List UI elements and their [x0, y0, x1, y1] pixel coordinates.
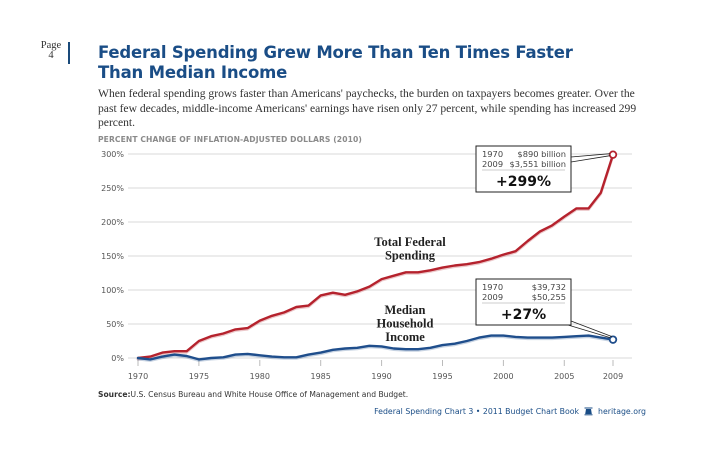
- source-text: U.S. Census Bureau and White House Offic…: [130, 390, 409, 399]
- spending-label: Spending: [385, 249, 436, 263]
- annotations: 1970 $890 billion 2009 $3,551 billion +299% 1…: [475, 145, 613, 339]
- page-label-text: Page: [40, 40, 62, 51]
- income-endpoint: [608, 335, 618, 344]
- annotation-value: $50,255: [532, 292, 566, 302]
- y-tick-label: 150%: [101, 252, 124, 261]
- spending-endpoint: [608, 150, 618, 159]
- footer: Federal Spending Chart 3 • 2011 Budget C…: [374, 407, 646, 416]
- leader-line: [570, 153, 611, 158]
- x-tick-label: 1975: [189, 372, 209, 381]
- income-label: Household: [377, 317, 434, 331]
- y-tick-label: 100%: [101, 286, 124, 295]
- y-tick-label: 50%: [106, 320, 124, 329]
- x-tick-label: 2005: [554, 372, 574, 381]
- annotation-year: 2009: [482, 159, 503, 169]
- x-tick-label: 1985: [311, 372, 331, 381]
- footer-site-link[interactable]: heritage.org: [598, 407, 646, 416]
- annotation-value: $39,732: [532, 282, 566, 292]
- intro-paragraph: When federal spending grows faster than …: [98, 87, 637, 129]
- page-divider: [68, 42, 70, 64]
- annotation-year: 1970: [482, 149, 503, 159]
- annotation-change: +299%: [496, 174, 551, 190]
- series-lines: [136, 150, 618, 362]
- page-title: Federal Spending Grew More Than Ten Time…: [98, 43, 573, 83]
- x-tick-label: 1995: [432, 372, 452, 381]
- y-tick-label: 0%: [111, 354, 124, 363]
- income-label: Median: [385, 303, 426, 317]
- title-line-1: Federal Spending Grew More Than Ten Time…: [98, 43, 573, 62]
- page-number: Page 4: [38, 40, 64, 61]
- source-note: Source:U.S. Census Bureau and White Hous…: [98, 390, 408, 399]
- y-axis-ticks: 0% 50% 100% 150% 200% 250% 300%: [101, 150, 124, 363]
- y-tick-label: 250%: [101, 184, 124, 193]
- leader-line: [570, 155, 611, 163]
- income-label: Income: [385, 330, 425, 344]
- source-label: Source:: [98, 390, 131, 399]
- liberty-bell-icon: [584, 407, 593, 416]
- annotation-box: [475, 278, 572, 326]
- annotation-box: [475, 145, 572, 193]
- chart-title: PERCENT CHANGE OF INFLATION-ADJUSTED DOL…: [98, 135, 362, 144]
- x-tick-label: 1970: [128, 372, 148, 381]
- x-tick-label: 1980: [250, 372, 270, 381]
- x-tick-label: 2009: [603, 372, 623, 381]
- leader-line: [567, 324, 611, 339]
- annotation-year: 1970: [482, 282, 503, 292]
- footer-text: Federal Spending Chart 3 • 2011 Budget C…: [374, 407, 580, 416]
- spending-label: Total Federal: [374, 235, 446, 249]
- leader-line: [570, 320, 613, 338]
- x-tick-label: 1990: [371, 372, 391, 381]
- annotation-value: $3,551 billion: [510, 159, 567, 169]
- spending-line: [136, 153, 615, 360]
- title-line-2: Than Median Income: [98, 63, 288, 82]
- annotation-value: $890 billion: [517, 149, 566, 159]
- annotation-change: +27%: [501, 307, 546, 323]
- page-number-value: 4: [48, 50, 54, 61]
- income-line: [136, 334, 615, 361]
- y-tick-label: 200%: [101, 218, 124, 227]
- y-tick-label: 300%: [101, 150, 124, 159]
- x-axis-ticks: 1970 1975 1980 1985 1990 1995 2000 2005 2009: [128, 360, 623, 381]
- x-tick-label: 2000: [493, 372, 513, 381]
- annotation-year: 2009: [482, 292, 503, 302]
